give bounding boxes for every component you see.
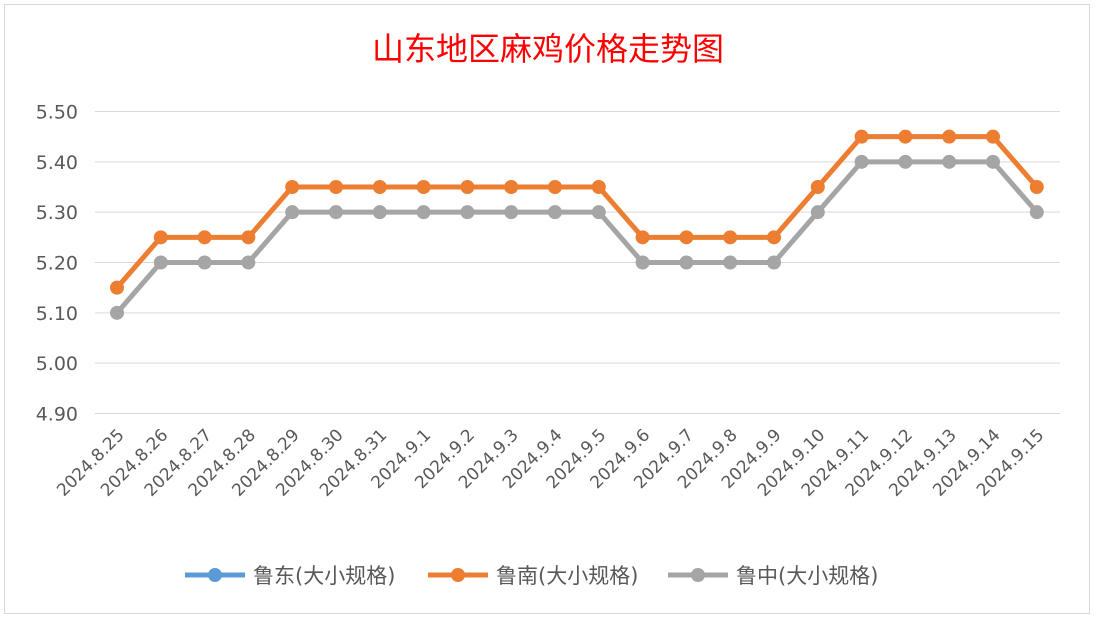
data-point xyxy=(723,255,738,270)
x-axis-ticks: 2024.8.252024.8.262024.8.272024.8.282024… xyxy=(53,425,1048,500)
data-point xyxy=(285,180,300,194)
data-point xyxy=(854,129,869,144)
data-point xyxy=(854,154,869,169)
data-point xyxy=(986,129,1000,144)
data-point xyxy=(285,205,300,220)
data-point xyxy=(110,280,124,295)
series-group xyxy=(110,129,1044,320)
y-tick-label: 5.30 xyxy=(36,202,78,224)
y-tick-label: 5.40 xyxy=(36,152,78,174)
data-point xyxy=(197,230,212,245)
data-point xyxy=(504,180,519,194)
data-point xyxy=(329,180,343,194)
y-tick-label: 5.00 xyxy=(36,353,78,375)
data-point xyxy=(372,205,387,220)
legend-label: 鲁中(大小规格) xyxy=(736,564,878,588)
data-point xyxy=(942,129,957,144)
data-point xyxy=(591,205,606,220)
data-point xyxy=(504,205,519,220)
legend-item: 鲁东(大小规格) xyxy=(185,564,395,588)
data-point xyxy=(153,255,168,270)
data-point xyxy=(110,305,124,320)
data-point xyxy=(986,154,1000,169)
data-point xyxy=(241,255,256,270)
data-point xyxy=(723,230,738,245)
data-point xyxy=(810,205,825,220)
legend-marker xyxy=(691,568,705,582)
data-point xyxy=(679,230,694,245)
data-point xyxy=(1029,180,1044,194)
y-axis-ticks: 5.50 5.40 5.30 5.20 5.10 5.00 4.90 xyxy=(36,102,78,426)
series-2 xyxy=(110,154,1044,320)
y-tick-label: 4.90 xyxy=(36,404,78,426)
legend-item: 鲁南(大小规格) xyxy=(428,564,638,588)
legend-item: 鲁中(大小规格) xyxy=(668,564,878,588)
data-point xyxy=(460,205,475,220)
data-point xyxy=(1029,205,1044,220)
data-point xyxy=(635,255,650,270)
legend-label: 鲁南(大小规格) xyxy=(496,564,638,588)
series-1 xyxy=(110,129,1044,295)
data-point xyxy=(767,255,781,270)
data-point xyxy=(548,205,562,220)
data-point xyxy=(416,180,431,194)
data-point xyxy=(329,205,343,220)
y-tick-label: 5.50 xyxy=(36,102,78,124)
data-point xyxy=(942,154,957,169)
data-point xyxy=(810,180,825,194)
data-point xyxy=(635,230,650,245)
series-line xyxy=(115,134,1039,290)
data-point xyxy=(460,180,475,194)
data-point xyxy=(898,129,913,144)
data-point xyxy=(416,205,431,220)
data-point xyxy=(767,230,781,245)
legend-label: 鲁东(大小规格) xyxy=(253,564,395,588)
legend: 鲁东(大小规格) 鲁南(大小规格) 鲁中(大小规格) xyxy=(185,564,878,588)
data-point xyxy=(679,255,694,270)
legend-marker xyxy=(451,568,465,582)
data-point xyxy=(372,180,387,194)
legend-marker xyxy=(208,568,222,582)
series-line xyxy=(115,159,1039,315)
chart-frame xyxy=(4,4,1090,614)
data-point xyxy=(591,180,606,194)
data-point xyxy=(153,230,168,245)
y-tick-label: 5.20 xyxy=(36,253,78,275)
data-point xyxy=(241,230,256,245)
chart-title: 山东地区麻鸡价格走势图 xyxy=(372,30,724,68)
data-point xyxy=(898,154,913,169)
y-tick-label: 5.10 xyxy=(36,303,78,325)
data-point xyxy=(197,255,212,270)
data-point xyxy=(548,180,562,194)
